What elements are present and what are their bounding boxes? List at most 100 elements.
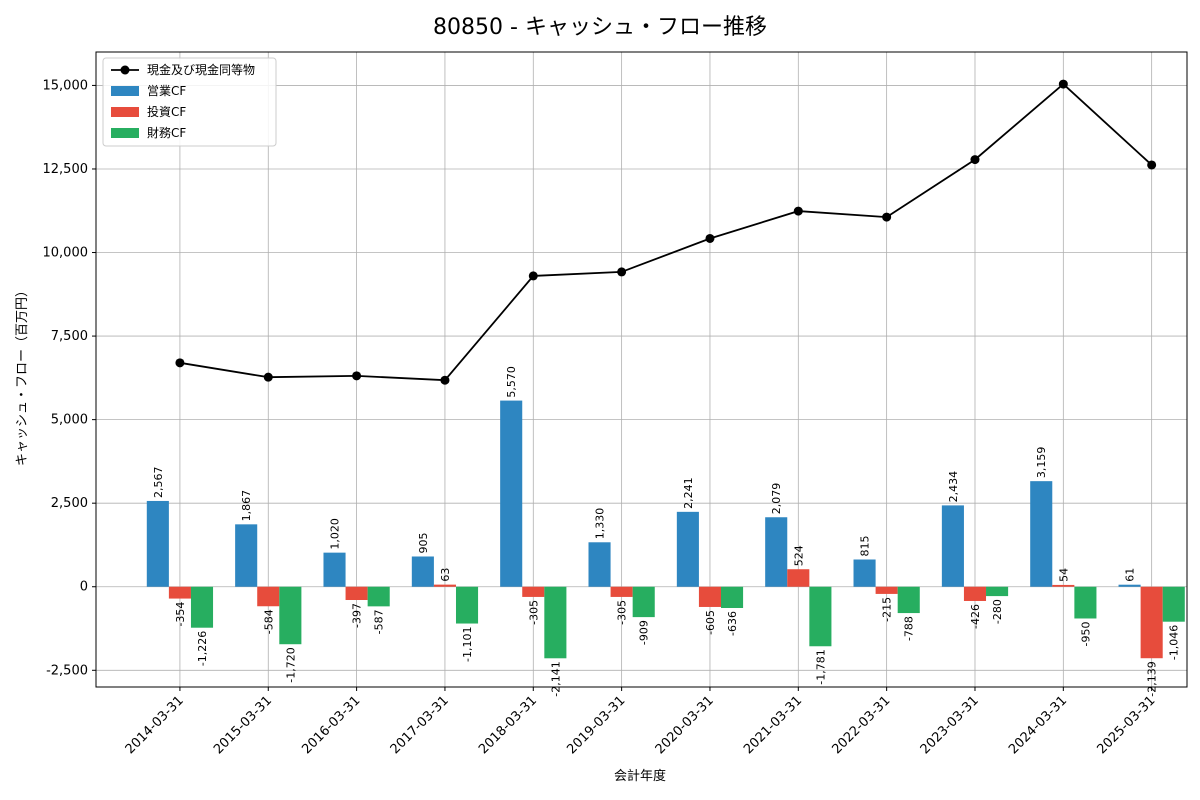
bar-投資CF-2017-03-31	[433, 584, 456, 587]
x-tick-label: 2016-03-31	[299, 693, 363, 757]
y-tick-label: 12,500	[43, 162, 89, 177]
cash-point-2021-03-31	[793, 206, 803, 216]
data-label-営業CF-2016-03-31: 1,020	[329, 518, 342, 550]
legend-label-投資CF: 投資CF	[147, 104, 186, 119]
y-tick-label: 0	[80, 580, 88, 595]
x-tick-label: 2020-03-31	[653, 693, 717, 757]
bars	[146, 400, 1185, 659]
data-label-投資CF-2024-03-31: 54	[1057, 568, 1070, 582]
bar-投資CF-2021-03-31	[787, 569, 810, 587]
y-tick-label: -2,500	[46, 663, 88, 678]
bar-営業CF-2017-03-31	[411, 556, 434, 587]
bar-営業CF-2016-03-31	[323, 552, 346, 587]
data-label-財務CF-2025-03-31: -1,046	[1168, 625, 1181, 660]
data-label-営業CF-2025-03-31: 61	[1124, 568, 1137, 582]
data-label-財務CF-2018-03-31: -2,141	[549, 661, 562, 696]
bar-営業CF-2014-03-31	[146, 500, 169, 587]
cash-point-2023-03-31	[970, 155, 980, 165]
y-tick-label: 2,500	[51, 496, 88, 511]
bar-営業CF-2023-03-31	[941, 505, 964, 587]
bar-投資CF-2015-03-31	[257, 586, 280, 607]
data-label-営業CF-2015-03-31: 1,867	[240, 490, 253, 522]
x-tick-label: 2022-03-31	[829, 693, 893, 757]
data-label-投資CF-2019-03-31: -305	[616, 600, 629, 625]
bar-営業CF-2025-03-31	[1118, 584, 1141, 587]
chart-title: 80850 - キャッシュ・フロー推移	[433, 15, 767, 40]
data-label-投資CF-2025-03-31: -2,139	[1146, 661, 1159, 696]
y-tick-label: 10,000	[43, 246, 89, 261]
bar-投資CF-2019-03-31	[610, 586, 633, 597]
data-label-投資CF-2022-03-31: -215	[881, 597, 894, 622]
data-label-財務CF-2016-03-31: -587	[373, 609, 386, 634]
bar-財務CF-2017-03-31	[455, 586, 479, 624]
legend-label-営業CF: 営業CF	[147, 84, 186, 98]
bar-投資CF-2020-03-31	[698, 586, 722, 607]
data-label-財務CF-2020-03-31: -636	[726, 611, 739, 636]
x-tick-label: 2019-03-31	[564, 693, 628, 757]
plot-frame	[95, 51, 1188, 688]
cash-point-2014-03-31	[175, 358, 185, 368]
cash-point-2018-03-31	[528, 271, 538, 281]
data-label-営業CF-2019-03-31: 1,330	[594, 508, 607, 540]
x-axis-label: 会計年度	[614, 768, 666, 784]
data-label-営業CF-2021-03-31: 2,079	[770, 483, 783, 515]
x-tick-label: 2023-03-31	[918, 693, 982, 757]
data-label-営業CF-2014-03-31: 2,567	[152, 466, 165, 498]
data-label-営業CF-2017-03-31: 905	[417, 532, 430, 553]
y-axis-label: キャッシュ・フロー（百万円）	[15, 284, 30, 466]
data-label-営業CF-2023-03-31: 2,434	[947, 471, 960, 503]
data-label-投資CF-2016-03-31: -397	[351, 603, 364, 628]
data-label-財務CF-2014-03-31: -1,226	[196, 631, 209, 666]
cash-point-2020-03-31	[705, 233, 715, 243]
bar-財務CF-2021-03-31	[809, 586, 832, 647]
cash-point-2015-03-31	[263, 372, 273, 382]
data-label-財務CF-2019-03-31: -909	[638, 620, 651, 645]
cash-point-2017-03-31	[440, 375, 450, 385]
x-tick-label: 2015-03-31	[211, 693, 275, 757]
cash-point-2016-03-31	[352, 371, 362, 381]
bar-財務CF-2025-03-31	[1162, 586, 1185, 622]
legend-swatch-投資CF	[111, 107, 139, 117]
legend-swatch-営業CF	[111, 86, 139, 96]
legend-box	[102, 57, 277, 147]
x-tick-label: 2025-03-31	[1094, 693, 1158, 757]
bar-財務CF-2020-03-31	[721, 586, 744, 608]
bar-財務CF-2024-03-31	[1074, 586, 1097, 619]
bar-財務CF-2023-03-31	[986, 586, 1009, 597]
cash-point-2025-03-31	[1147, 160, 1157, 170]
x-tick-label: 2021-03-31	[741, 693, 805, 757]
x-tick-label: 2017-03-31	[388, 693, 452, 757]
bar-投資CF-2025-03-31	[1140, 586, 1163, 659]
bar-投資CF-2022-03-31	[875, 586, 898, 594]
bar-財務CF-2022-03-31	[897, 586, 920, 614]
legend-swatch-財務CF	[111, 128, 139, 138]
x-tick-label: 2018-03-31	[476, 693, 540, 757]
bar-投資CF-2014-03-31	[168, 586, 191, 599]
bar-営業CF-2022-03-31	[853, 559, 876, 587]
bar-営業CF-2021-03-31	[765, 517, 788, 587]
bar-財務CF-2015-03-31	[279, 586, 302, 645]
bar-営業CF-2018-03-31	[500, 400, 523, 587]
data-label-営業CF-2024-03-31: 3,159	[1035, 447, 1048, 479]
data-label-投資CF-2015-03-31: -584	[262, 609, 275, 634]
cash-point-2024-03-31	[1058, 79, 1068, 89]
bar-財務CF-2018-03-31	[544, 586, 567, 659]
data-label-財務CF-2023-03-31: -280	[991, 599, 1004, 624]
data-label-投資CF-2021-03-31: 524	[792, 545, 805, 566]
cash-point-2019-03-31	[617, 267, 627, 277]
data-label-財務CF-2022-03-31: -788	[903, 616, 916, 641]
bar-営業CF-2024-03-31	[1030, 481, 1053, 587]
y-tick-label: 7,500	[51, 329, 88, 344]
data-label-営業CF-2022-03-31: 815	[859, 535, 872, 556]
grid	[96, 52, 1187, 687]
axes: -2,500 0 2,500 5,000 7,500 10,000 12,500 15,000…	[43, 78, 1159, 757]
bar-財務CF-2019-03-31	[632, 586, 655, 618]
bar-投資CF-2024-03-31	[1052, 584, 1075, 587]
bar-財務CF-2016-03-31	[367, 586, 390, 607]
data-label-投資CF-2014-03-31: -354	[174, 602, 187, 627]
cash-line-path	[179, 82, 1153, 382]
y-tick-label: 15,000	[43, 78, 89, 93]
cash-line	[175, 79, 1157, 385]
data-label-財務CF-2024-03-31: -950	[1079, 621, 1092, 646]
